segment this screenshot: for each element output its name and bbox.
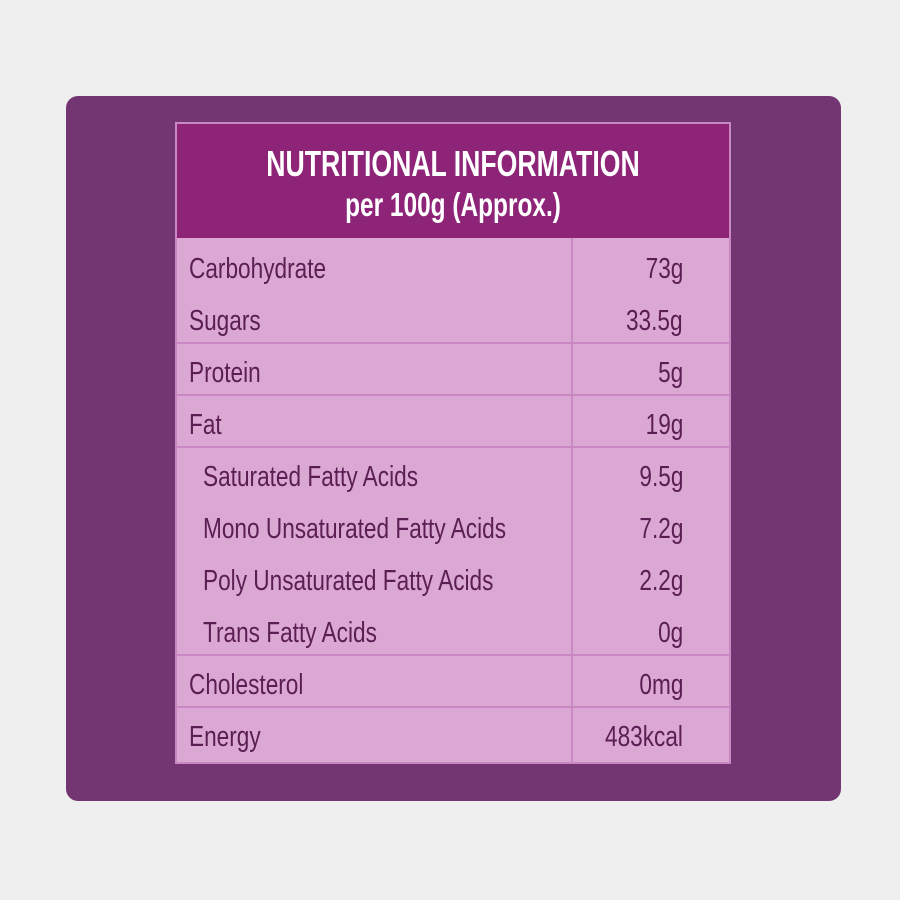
row-label-mono-unsaturated-fatty-acids: Mono Unsaturated Fatty Acids	[203, 513, 507, 545]
row-label-fat: Fat	[189, 409, 222, 441]
row-label-sugars: Sugars	[189, 305, 261, 337]
row-divider	[177, 706, 729, 708]
row-value-fat: 19g	[645, 409, 683, 441]
row-value-cholesterol: 0mg	[638, 669, 683, 701]
row-label-poly-unsaturated-fatty-acids: Poly Unsaturated Fatty Acids	[203, 565, 494, 597]
table-header: NUTRITIONAL INFORMATION per 100g (Approx…	[177, 124, 729, 238]
row-value-carbohydrate: 73g	[645, 253, 683, 285]
column-divider	[571, 238, 573, 764]
row-value-protein: 5g	[657, 357, 683, 389]
row-value-trans-fatty-acids: 0g	[657, 617, 683, 649]
row-divider	[177, 654, 729, 656]
row-divider	[177, 342, 729, 344]
row-label-cholesterol: Cholesterol	[189, 669, 304, 701]
row-label-protein: Protein	[189, 357, 261, 389]
nutrition-table: NUTRITIONAL INFORMATION per 100g (Approx…	[175, 122, 731, 764]
row-value-energy: 483kcal	[605, 721, 683, 753]
row-label-saturated-fatty-acids: Saturated Fatty Acids	[203, 461, 419, 493]
table-title: NUTRITIONAL INFORMATION	[266, 143, 640, 184]
row-value-mono-unsaturated-fatty-acids: 7.2g	[638, 513, 683, 545]
row-value-saturated-fatty-acids: 9.5g	[638, 461, 683, 493]
row-label-carbohydrate: Carbohydrate	[189, 253, 327, 285]
row-value-sugars: 33.5g	[626, 305, 683, 337]
row-value-poly-unsaturated-fatty-acids: 2.2g	[638, 565, 683, 597]
row-divider	[177, 446, 729, 448]
row-label-trans-fatty-acids: Trans Fatty Acids	[203, 617, 377, 649]
row-label-energy: Energy	[189, 721, 261, 753]
table-subtitle: per 100g (Approx.)	[345, 186, 561, 223]
row-divider	[177, 394, 729, 396]
